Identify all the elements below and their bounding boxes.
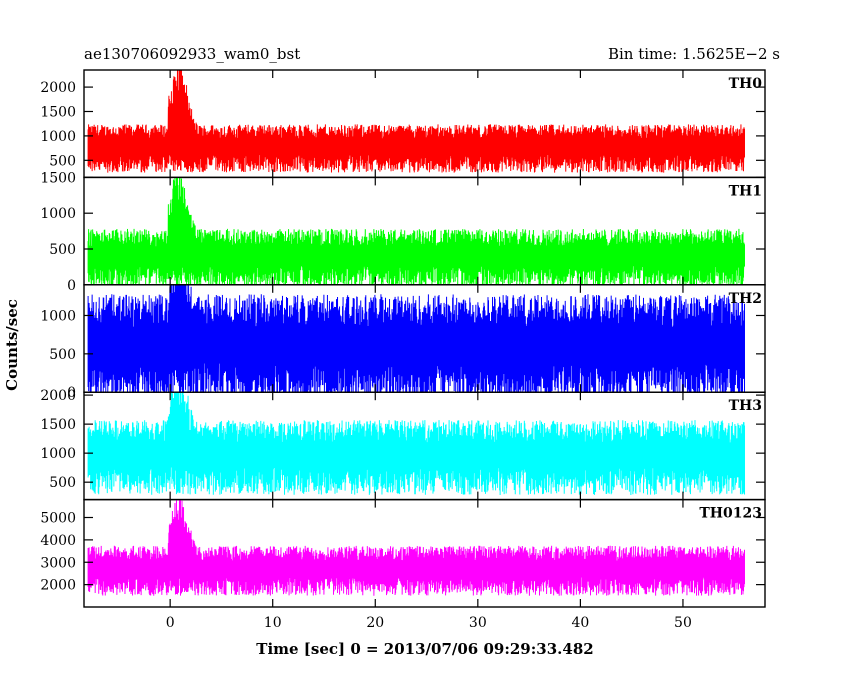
y-tick-label: 500 [49,242,76,258]
y-tick-label: 1000 [40,206,76,222]
x-tick-label: 40 [571,615,589,631]
series-trace-th2 [87,284,745,393]
panel-label-th0: TH0 [729,76,763,92]
y-tick-label: 2000 [40,388,76,404]
series-trace-th0123 [87,499,745,596]
series-trace-th1 [87,177,745,285]
y-tick-label: 1000 [40,129,76,145]
y-axis-label: Counts/sec [3,299,21,391]
y-tick-label: 500 [49,475,76,491]
x-tick-label: 50 [674,615,692,631]
y-tick-label: 1000 [40,446,76,462]
x-tick-label: 30 [469,615,487,631]
x-axis-label: Time [sec] 0 = 2013/07/06 09:29:33.482 [256,640,593,658]
bin-time-label: Bin time: 1.5625E−2 s [608,45,780,63]
y-tick-label: 1500 [40,104,76,120]
series-trace-th0 [87,69,745,173]
panel-label-th0123: TH0123 [699,506,762,522]
y-tick-label: 4000 [40,533,76,549]
y-tick-label: 500 [49,153,76,169]
y-tick-label: 0 [67,278,76,294]
panel-label-th3: TH3 [729,398,762,414]
y-tick-label: 500 [49,347,76,363]
x-tick-label: 20 [366,615,384,631]
x-tick-label: 10 [264,615,282,631]
y-tick-label: 1500 [40,170,76,186]
y-tick-label: 2000 [40,80,76,96]
x-tick-label: 0 [166,615,175,631]
series-trace-th3 [87,392,745,495]
panel-label-th1: TH1 [729,183,762,199]
y-tick-label: 3000 [40,555,76,571]
y-tick-label: 1500 [40,417,76,433]
panel-label-th2: TH2 [729,291,762,307]
panel-frame-th0123 [83,498,766,608]
y-tick-label: 5000 [40,511,76,527]
y-tick-label: 1000 [40,308,76,324]
chart-title: ae130706092933_wam0_bst [84,45,300,63]
y-tick-label: 0 [67,385,76,401]
y-tick-label: 2000 [40,578,76,594]
